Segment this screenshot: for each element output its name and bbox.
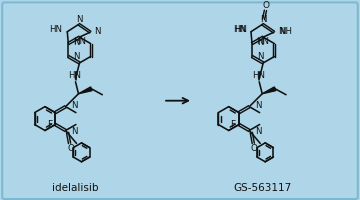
Polygon shape [262, 87, 276, 94]
Text: HN: HN [68, 71, 81, 80]
Text: HN: HN [234, 25, 247, 34]
Text: HN: HN [49, 25, 62, 34]
Text: N: N [257, 52, 264, 61]
Text: N: N [255, 127, 262, 136]
Text: N: N [260, 15, 267, 24]
Text: N: N [257, 38, 264, 47]
Text: HN: HN [256, 37, 269, 46]
Text: N: N [255, 101, 262, 110]
Text: NH: NH [279, 27, 292, 36]
Text: F: F [47, 120, 52, 129]
Text: idelalisib: idelalisib [53, 183, 99, 193]
Text: N: N [73, 38, 80, 47]
Text: HN: HN [73, 37, 86, 46]
Text: O: O [263, 1, 270, 10]
Text: N: N [77, 15, 83, 24]
Text: O: O [251, 144, 258, 153]
Text: GS-563117: GS-563117 [233, 183, 292, 193]
Polygon shape [78, 87, 92, 94]
Text: N: N [73, 52, 80, 61]
FancyBboxPatch shape [2, 2, 358, 199]
Text: N: N [72, 101, 78, 110]
Text: HN: HN [233, 25, 246, 34]
Text: N: N [72, 127, 78, 136]
Text: F: F [230, 120, 235, 129]
Text: N: N [94, 27, 101, 36]
Text: N: N [278, 27, 284, 36]
Text: O: O [67, 144, 74, 153]
Text: HN: HN [252, 71, 265, 80]
